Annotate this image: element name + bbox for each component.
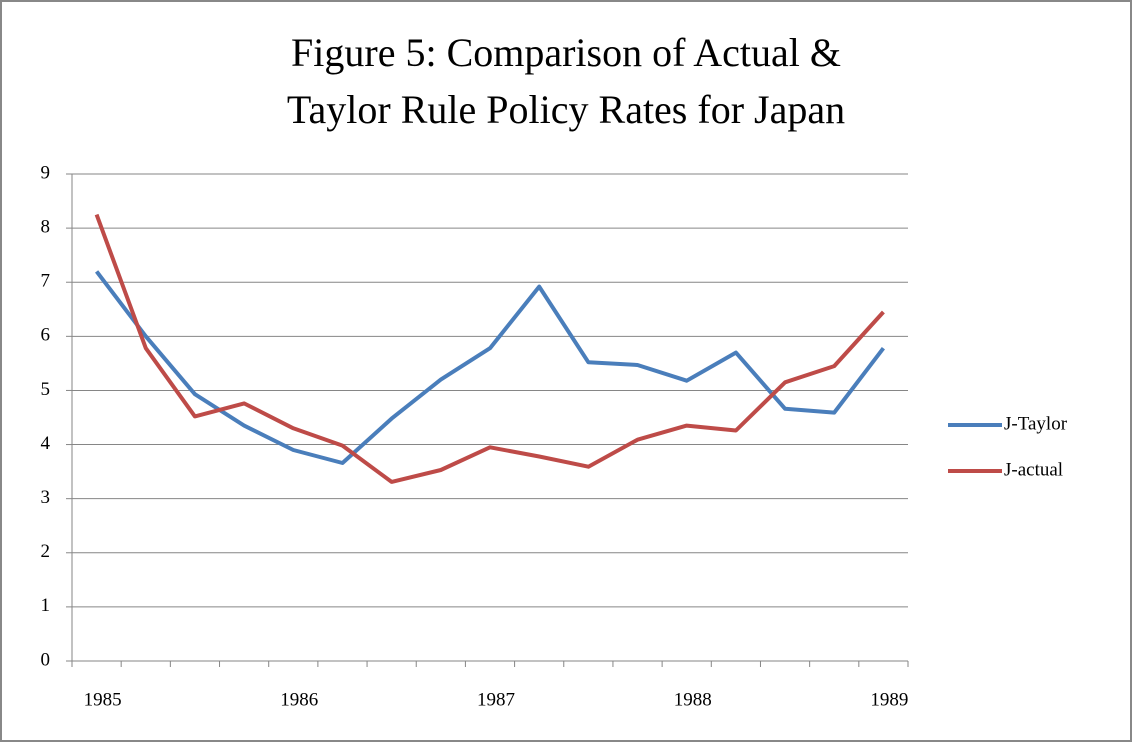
- y-tick-label: 5: [41, 379, 51, 400]
- chart-title: Taylor Rule Policy Rates for Japan: [287, 87, 845, 132]
- series-line: [95, 270, 885, 465]
- x-tick-label: 1989: [870, 689, 908, 710]
- y-tick-label: 8: [41, 216, 51, 237]
- y-tick-label: 0: [41, 649, 51, 670]
- x-tick-label: 1987: [477, 689, 515, 710]
- x-tick-label: 1988: [674, 689, 712, 710]
- y-tick-label: 3: [41, 487, 51, 508]
- x-tick-label: 1986: [280, 689, 318, 710]
- y-tick-label: 1: [41, 595, 51, 616]
- y-tick-label: 4: [41, 433, 51, 454]
- y-tick-label: 6: [41, 325, 51, 346]
- legend-label: J-actual: [1004, 459, 1063, 480]
- y-tick-label: 7: [41, 271, 51, 292]
- y-tick-label: 9: [41, 162, 51, 183]
- y-tick-label: 2: [41, 541, 51, 562]
- legend-label: J-Taylor: [1004, 413, 1068, 434]
- x-tick-label: 1985: [84, 689, 122, 710]
- series-line: [94, 213, 885, 484]
- chart-title: Figure 5: Comparison of Actual &: [291, 30, 841, 75]
